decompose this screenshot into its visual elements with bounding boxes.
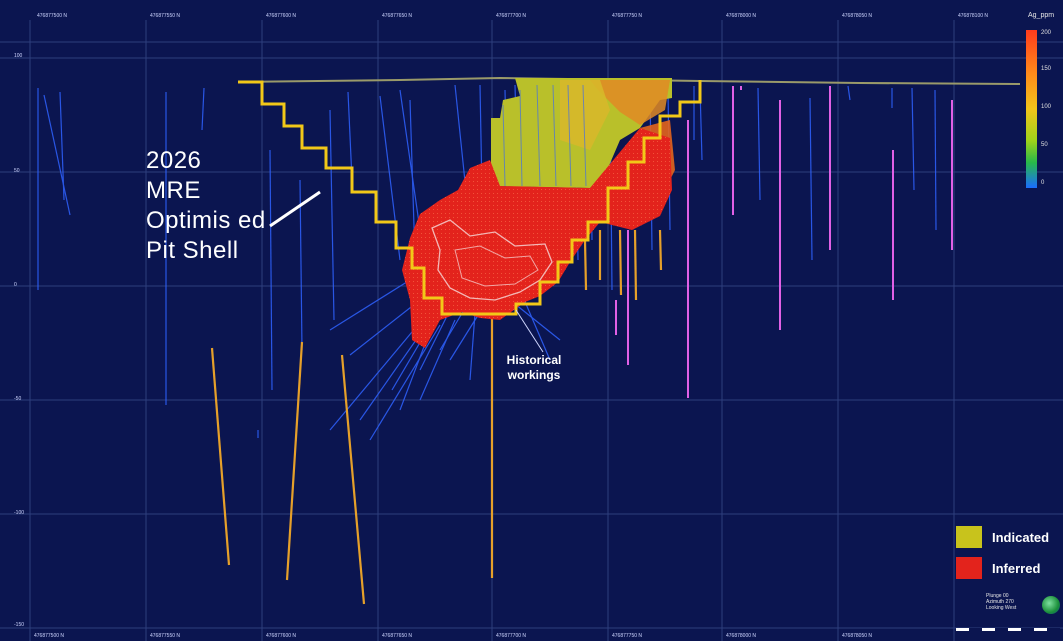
top-axis-label: 476877650 N (382, 13, 413, 19)
top-axis-label: 476877700 N (496, 13, 527, 19)
ag-ppm-colorbar (1026, 30, 1037, 188)
colorbar-tick: 50 (1041, 142, 1048, 148)
colorbar-title: Ag_ppm (1028, 12, 1055, 19)
bottom-axis-label: 476877750 N (612, 633, 643, 639)
top-axis-label: 476877550 N (150, 13, 181, 19)
view-orientation-info: Plunge 00 Azimuth 270 Looking West (986, 593, 1016, 611)
orange-drillholes (210, 229, 663, 605)
bottom-axis-label: 476878050 N (842, 633, 873, 639)
pit-label-pointer (269, 190, 321, 228)
pit-shell-label-line: Pit Shell (146, 237, 239, 264)
compass-globe-icon (1042, 596, 1060, 614)
elevation-label: 0 (14, 282, 17, 288)
bottom-axis-label: 476877700 N (496, 633, 527, 639)
top-axis-label: 476878000 N (726, 13, 757, 19)
elevation-label: 50 (14, 168, 20, 174)
top-axis-label: 476878050 N (842, 13, 873, 19)
inferred-resource (402, 128, 672, 348)
elevation-label: -50 (14, 396, 22, 402)
legend-label: Indicated (992, 529, 1050, 545)
top-axis-label: 476878100 N (958, 13, 989, 19)
historical-workings-pointer (515, 309, 544, 353)
view-info-line: Azimuth 270 (986, 599, 1014, 605)
historical-workings-line: workings (507, 368, 561, 382)
pit-shell-label-line: 2026 (146, 147, 202, 174)
elevation-label: 100 (14, 53, 23, 59)
view-info-line: Looking West (986, 605, 1017, 611)
bottom-axis-label: 476877600 N (266, 633, 297, 639)
top-axis-label: 476877500 N (37, 13, 68, 19)
bottom-axis-label: 476877650 N (382, 633, 413, 639)
legend-item-indicated: Indicated (956, 524, 1063, 550)
colorbar-tick: 0 (1041, 180, 1045, 186)
pit-shell-label-line: Optimis ed (146, 207, 266, 234)
elevation-label: -150 (14, 622, 25, 628)
historical-workings-annotation: Historical workings (486, 353, 582, 383)
historical-workings-line: Historical (506, 353, 562, 367)
top-axis-label: 476877750 N (612, 13, 643, 19)
pit-shell-label-line: MRE (146, 177, 201, 204)
bottom-axis-label: 476878000 N (726, 633, 757, 639)
magenta-drillholes (615, 86, 953, 398)
colorbar-tick: 200 (1041, 30, 1052, 36)
bottom-axis-label: 476877550 N (150, 633, 181, 639)
elevation-label: -100 (14, 510, 25, 516)
indicated-swatch (956, 526, 982, 548)
scale-bar (956, 628, 1060, 631)
pit-shell-annotation: 2026 MRE Optimis ed Pit Shell (146, 146, 266, 266)
top-axis-label: 476877600 N (266, 13, 297, 19)
view-info-line: Plunge 00 (986, 593, 1009, 599)
bottom-axis-label: 476877500 N (34, 633, 65, 639)
inferred-swatch (956, 557, 982, 579)
legend-item-inferred: Inferred (956, 555, 1063, 581)
colorbar-tick: 150 (1041, 66, 1052, 72)
pit-shell-outline (238, 80, 702, 316)
resource-legend: Indicated Inferred (956, 524, 1063, 586)
colorbar-tick: 100 (1041, 104, 1052, 110)
legend-label: Inferred (992, 560, 1041, 576)
